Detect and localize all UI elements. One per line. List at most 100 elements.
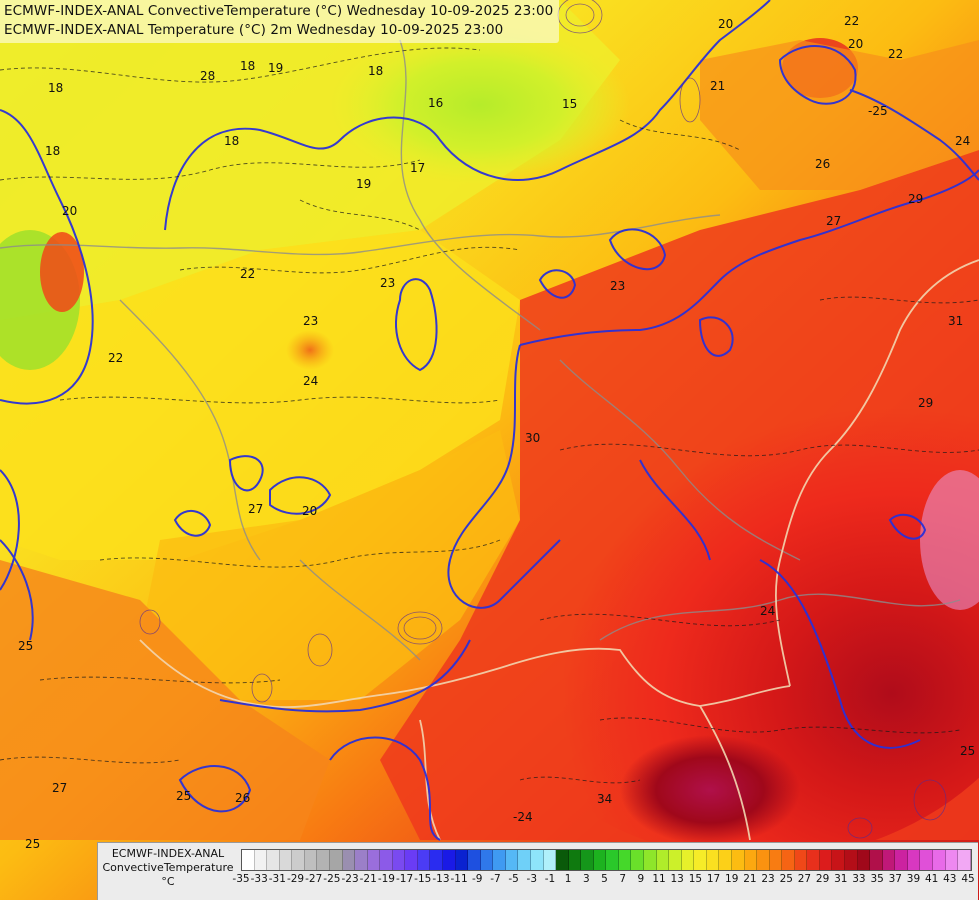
legend-tick-label: 17 <box>706 873 721 885</box>
legend-swatch <box>279 850 293 870</box>
legend-tick-labels: -35 -33 -31 -29 -27 -25 -23 -21 -19 -17 -15 -13 -11-… <box>232 873 978 889</box>
contour-label: 23 <box>303 314 318 328</box>
contour-label: 22 <box>240 267 255 281</box>
legend-tick-label: 45 <box>961 873 975 885</box>
legend-tick-label: -21 <box>359 873 377 885</box>
contour-label: 19 <box>268 61 283 75</box>
legend-swatch <box>631 850 644 870</box>
legend-parameter-name: ConvectiveTemperature <box>102 861 234 874</box>
title-2m-temperature: ECMWF-INDEX-ANAL Temperature (°C) 2m Wed… <box>4 22 504 38</box>
legend-tick-label: -19 <box>377 873 395 885</box>
legend-swatch <box>769 850 783 870</box>
legend-swatch <box>681 850 695 870</box>
legend-swatch <box>480 850 494 870</box>
legend-swatch <box>355 850 368 870</box>
legend-swatch <box>530 850 544 870</box>
legend-swatch <box>443 850 456 870</box>
contour-label: 20 <box>62 204 77 218</box>
legend-tick-label: 25 <box>779 873 793 885</box>
contour-label: 18 <box>368 64 383 78</box>
legend-swatch <box>556 850 569 870</box>
legend-tick-label: -13 <box>432 873 450 885</box>
legend-swatch <box>706 850 720 870</box>
contour-label: 24 <box>955 134 970 148</box>
contour-label: 20 <box>718 17 733 31</box>
legend-swatch <box>832 850 845 870</box>
legend-tick-label: 1 <box>564 873 572 885</box>
legend-swatch <box>342 850 356 870</box>
legend-swatch <box>656 850 670 870</box>
legend-swatch <box>857 850 871 870</box>
legend-swatch <box>907 850 921 870</box>
legend-swatch <box>329 850 343 870</box>
legend-swatch <box>618 850 632 870</box>
legend-tick-label: 39 <box>906 873 921 885</box>
legend-swatch <box>932 850 946 870</box>
legend-swatch <box>958 850 971 870</box>
contour-label: 28 <box>200 69 215 83</box>
legend-tick-label: -17 <box>395 873 414 885</box>
legend-tick-label: -31 <box>268 873 286 885</box>
legend-tick-label: -5 <box>508 873 519 885</box>
contour-label: 25 <box>960 744 975 758</box>
legend-tick-label: 41 <box>924 873 939 885</box>
contour-label: 25 <box>18 639 33 653</box>
color-legend: ECMWF-INDEX-ANAL ConvectiveTemperature °… <box>97 842 978 900</box>
legend-tick-label: 27 <box>797 873 812 885</box>
legend-tick-label: 7 <box>619 873 627 885</box>
legend-swatch <box>882 850 896 870</box>
legend-swatch <box>757 850 770 870</box>
legend-tick-label: 37 <box>888 873 902 885</box>
legend-swatch <box>392 850 406 870</box>
legend-unit: °C <box>161 875 175 888</box>
legend-swatch <box>895 850 908 870</box>
legend-tick-label: -7 <box>490 873 501 885</box>
legend-tick-label: 31 <box>834 873 848 885</box>
legend-tick-label: -33 <box>250 873 268 885</box>
legend-tick-label: -23 <box>341 873 359 885</box>
legend-tick-label: 43 <box>943 873 957 885</box>
legend-tick-label: 33 <box>852 873 866 885</box>
contour-label: 25 <box>25 837 40 851</box>
legend-label: ECMWF-INDEX-ANAL ConvectiveTemperature °… <box>98 843 238 900</box>
legend-tick-label: -25 <box>323 873 341 885</box>
legend-swatch <box>744 850 758 870</box>
legend-tick-label: 9 <box>637 873 645 885</box>
legend-swatch <box>430 850 443 870</box>
contour-label: 30 <box>525 431 540 445</box>
contour-label: 18 <box>240 59 255 73</box>
legend-tick-label: 3 <box>582 873 590 885</box>
legend-swatch <box>581 850 594 870</box>
contour-label: 26 <box>235 791 250 805</box>
legend-swatch <box>568 850 582 870</box>
contour-label: 19 <box>356 177 371 191</box>
contour-label: 23 <box>380 276 395 290</box>
legend-swatch <box>782 850 795 870</box>
legend-tick-label: 21 <box>743 873 757 885</box>
legend-tick-label: -1 <box>544 873 556 885</box>
contour-label: 27 <box>826 214 841 228</box>
legend-swatch <box>242 850 255 870</box>
legend-swatch <box>518 850 531 870</box>
contour-label: 22 <box>888 47 903 61</box>
legend-swatch <box>405 850 418 870</box>
legend-swatch <box>719 850 732 870</box>
legend-tick-label: -9 <box>472 873 483 885</box>
contour-label: 22 <box>108 351 123 365</box>
legend-tick-label: 15 <box>688 873 703 885</box>
legend-swatch <box>945 850 959 870</box>
legend-tick-label: 23 <box>761 873 775 885</box>
legend-tick-label: -3 <box>526 873 538 885</box>
contour-label: 34 <box>597 792 612 806</box>
legend-tick-label: 13 <box>670 873 684 885</box>
contour-label: 27 <box>248 502 263 516</box>
legend-swatch <box>304 850 318 870</box>
legend-swatch <box>870 850 883 870</box>
contour-label: 25 <box>176 789 191 803</box>
legend-swatch <box>380 850 393 870</box>
legend-swatch <box>505 850 519 870</box>
contour-label: 29 <box>908 192 923 206</box>
legend-swatch <box>845 850 858 870</box>
legend-swatch <box>493 850 506 870</box>
